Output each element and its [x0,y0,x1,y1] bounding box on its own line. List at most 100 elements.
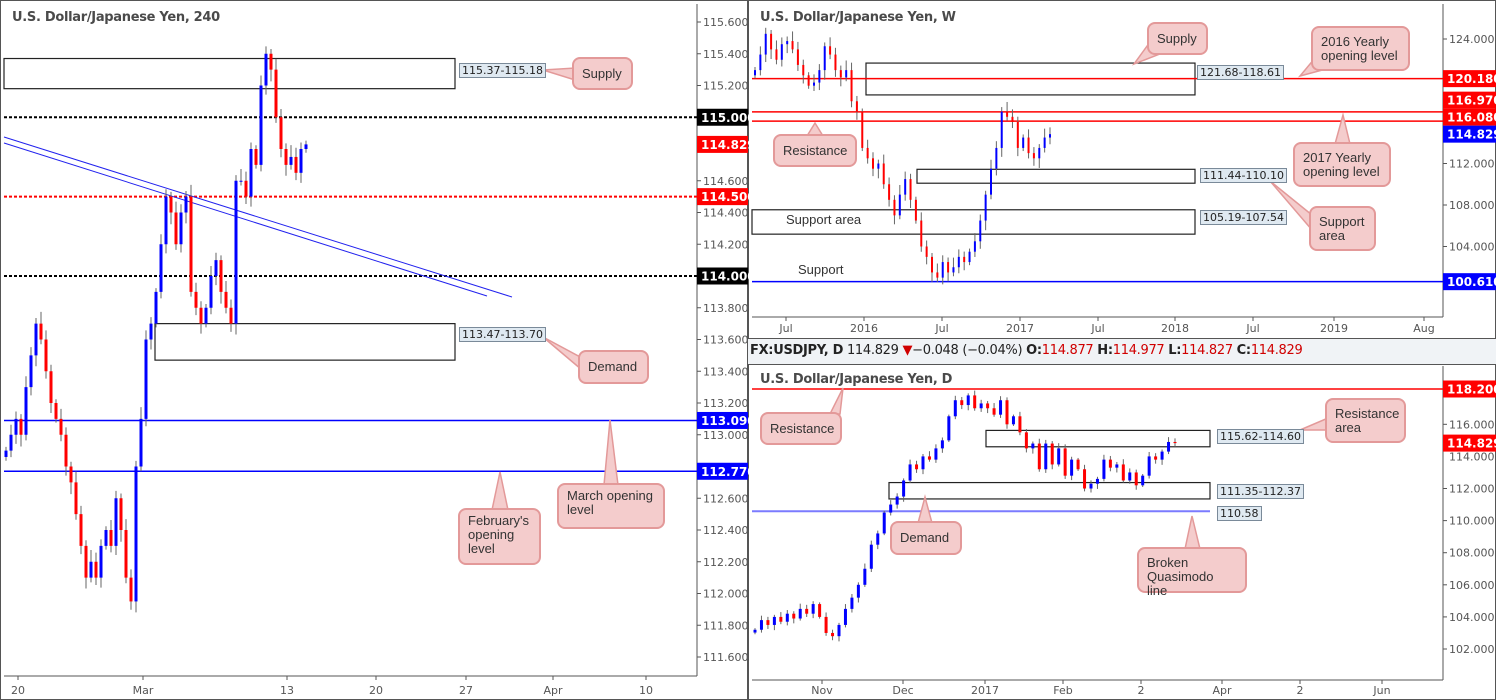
x-tick-label: Apr [1212,684,1232,697]
candle-body [927,456,931,460]
candle-body [194,291,198,308]
candle-body [274,69,278,118]
candle-body [94,561,98,578]
candle-body [1049,134,1051,138]
candle-body [888,184,891,200]
candle-body [99,545,103,578]
candle-body [139,418,143,467]
candle-body [811,604,815,614]
candle-body [960,400,964,406]
symbol-label[interactable]: FX:USDJPY, D [750,343,844,358]
candle-body [244,180,248,197]
high-value: 114.977 [1112,343,1165,358]
zone-label-resistance-d: 115.62-114.60 [1217,429,1304,444]
candle-body [24,387,28,435]
price-tag-label: 114.829 [701,138,756,152]
price-tag [697,267,748,285]
candle-body [279,117,283,149]
candle-body [863,568,867,585]
candle-body [941,262,944,278]
candle-body [54,403,58,419]
price-tag [697,135,748,153]
candle-body [818,604,822,617]
candle-body [1128,472,1132,481]
y-tick-label: 114.400 [703,207,749,220]
candle-body [1011,116,1014,122]
candle-body [843,608,847,625]
chart-2: 116.000 112.000 110.000 108.000 106.000 104.0… [752,366,1496,697]
price-tag-label: 116.970 [1447,94,1496,108]
candle-body [986,403,990,409]
price-tag-label: 112.770 [701,465,756,479]
price-tag [1443,380,1496,398]
candle-body [184,196,188,213]
candle-body [999,400,1003,415]
candle-body [264,53,268,86]
candle-body [850,70,853,102]
candle-body [1141,475,1145,486]
candle-body [214,260,218,276]
price-tag-label: 116.080 [1447,111,1496,125]
candle-body [837,624,841,637]
y-tick-label: 113.400 [703,365,749,378]
candle-body [785,613,789,622]
candle-body [963,256,966,263]
candle-body [154,291,158,324]
h4-chart-title: U.S. Dollar/Japanese Yen, 240 [12,10,220,25]
candle-body [796,49,799,65]
candle-body [968,251,971,263]
y-tick-label: 115.400 [703,48,749,61]
candle-body [109,530,113,546]
candle-body [792,613,796,619]
y-tick-label: 113.000 [703,429,749,442]
candle-body [869,544,873,569]
y-tick-label: 112.000 [703,588,749,601]
price-change: −0.048 (−0.04%) [912,343,1023,358]
candle-body [34,323,38,356]
last-price: 114.829 [846,343,899,358]
candle-body [1147,456,1151,476]
low-value: 114.827 [1181,343,1233,358]
candle-body [1173,441,1177,444]
x-tick-label: Jul [1090,322,1104,335]
candle-body [895,496,899,505]
x-tick-label: Jun [1372,684,1390,697]
candle-body [299,149,303,173]
candle-body [1160,451,1164,460]
candle-body [4,450,8,457]
price-tag [697,411,748,429]
candle-body [1154,456,1158,460]
candle-body [84,545,88,578]
x-tick-label: Jul [778,322,792,335]
candle-body [973,395,977,409]
y-tick-label: 113.800 [703,302,749,315]
candle-body [992,408,996,415]
candle-body [856,584,860,598]
candle-body [1121,464,1125,481]
zone-box [916,168,1196,184]
candle-body [9,434,13,451]
price-tag [1443,125,1496,143]
zone-label-support-area-w: 105.19-107.54 [1200,210,1287,225]
zone-label-demand-h4: 113.47-113.70 [459,327,546,342]
y-tick-label: 111.600 [703,651,749,664]
candle-body [780,44,783,60]
candle-body [149,323,153,340]
candle-body [902,480,906,497]
candle-body [164,196,168,245]
candle-body [199,307,203,324]
price-tag [1443,91,1496,109]
candle-body [29,355,33,388]
candle-body [909,179,912,200]
price-tag [697,108,748,126]
x-tick-label: 2 [1297,684,1304,697]
candle-body [925,246,928,257]
candle-body [914,199,917,221]
candle-body [995,147,998,169]
y-tick-label: 113.200 [703,397,749,410]
candle-body [876,533,880,545]
y-tick-label: 115.200 [703,80,749,93]
support-text: Support [798,262,844,277]
candle-body [44,339,48,372]
candle-body [79,514,83,546]
